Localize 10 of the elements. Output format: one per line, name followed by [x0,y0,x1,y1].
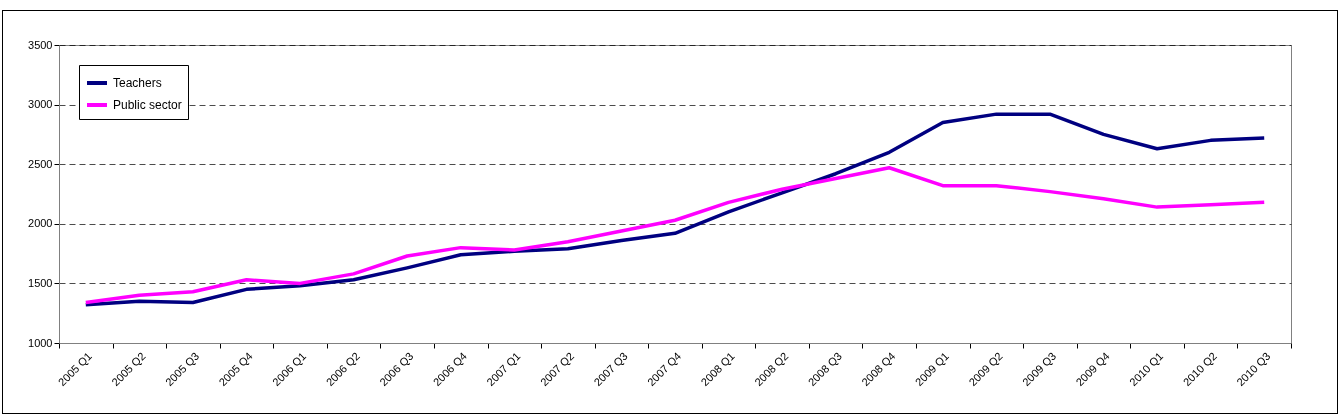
y-tick-label: 1000 [28,336,53,349]
line-series [84,112,1266,307]
y-tick-label: 3500 [28,38,53,51]
y-tick-label: 3000 [28,98,53,111]
line-series [84,166,1266,305]
legend-label: Teachers [113,76,162,90]
y-tick-label: 2500 [28,157,53,170]
legend-label: Public sector [113,98,182,112]
y-tick-label: 2000 [28,217,53,230]
y-tick-label: 1500 [28,276,53,289]
